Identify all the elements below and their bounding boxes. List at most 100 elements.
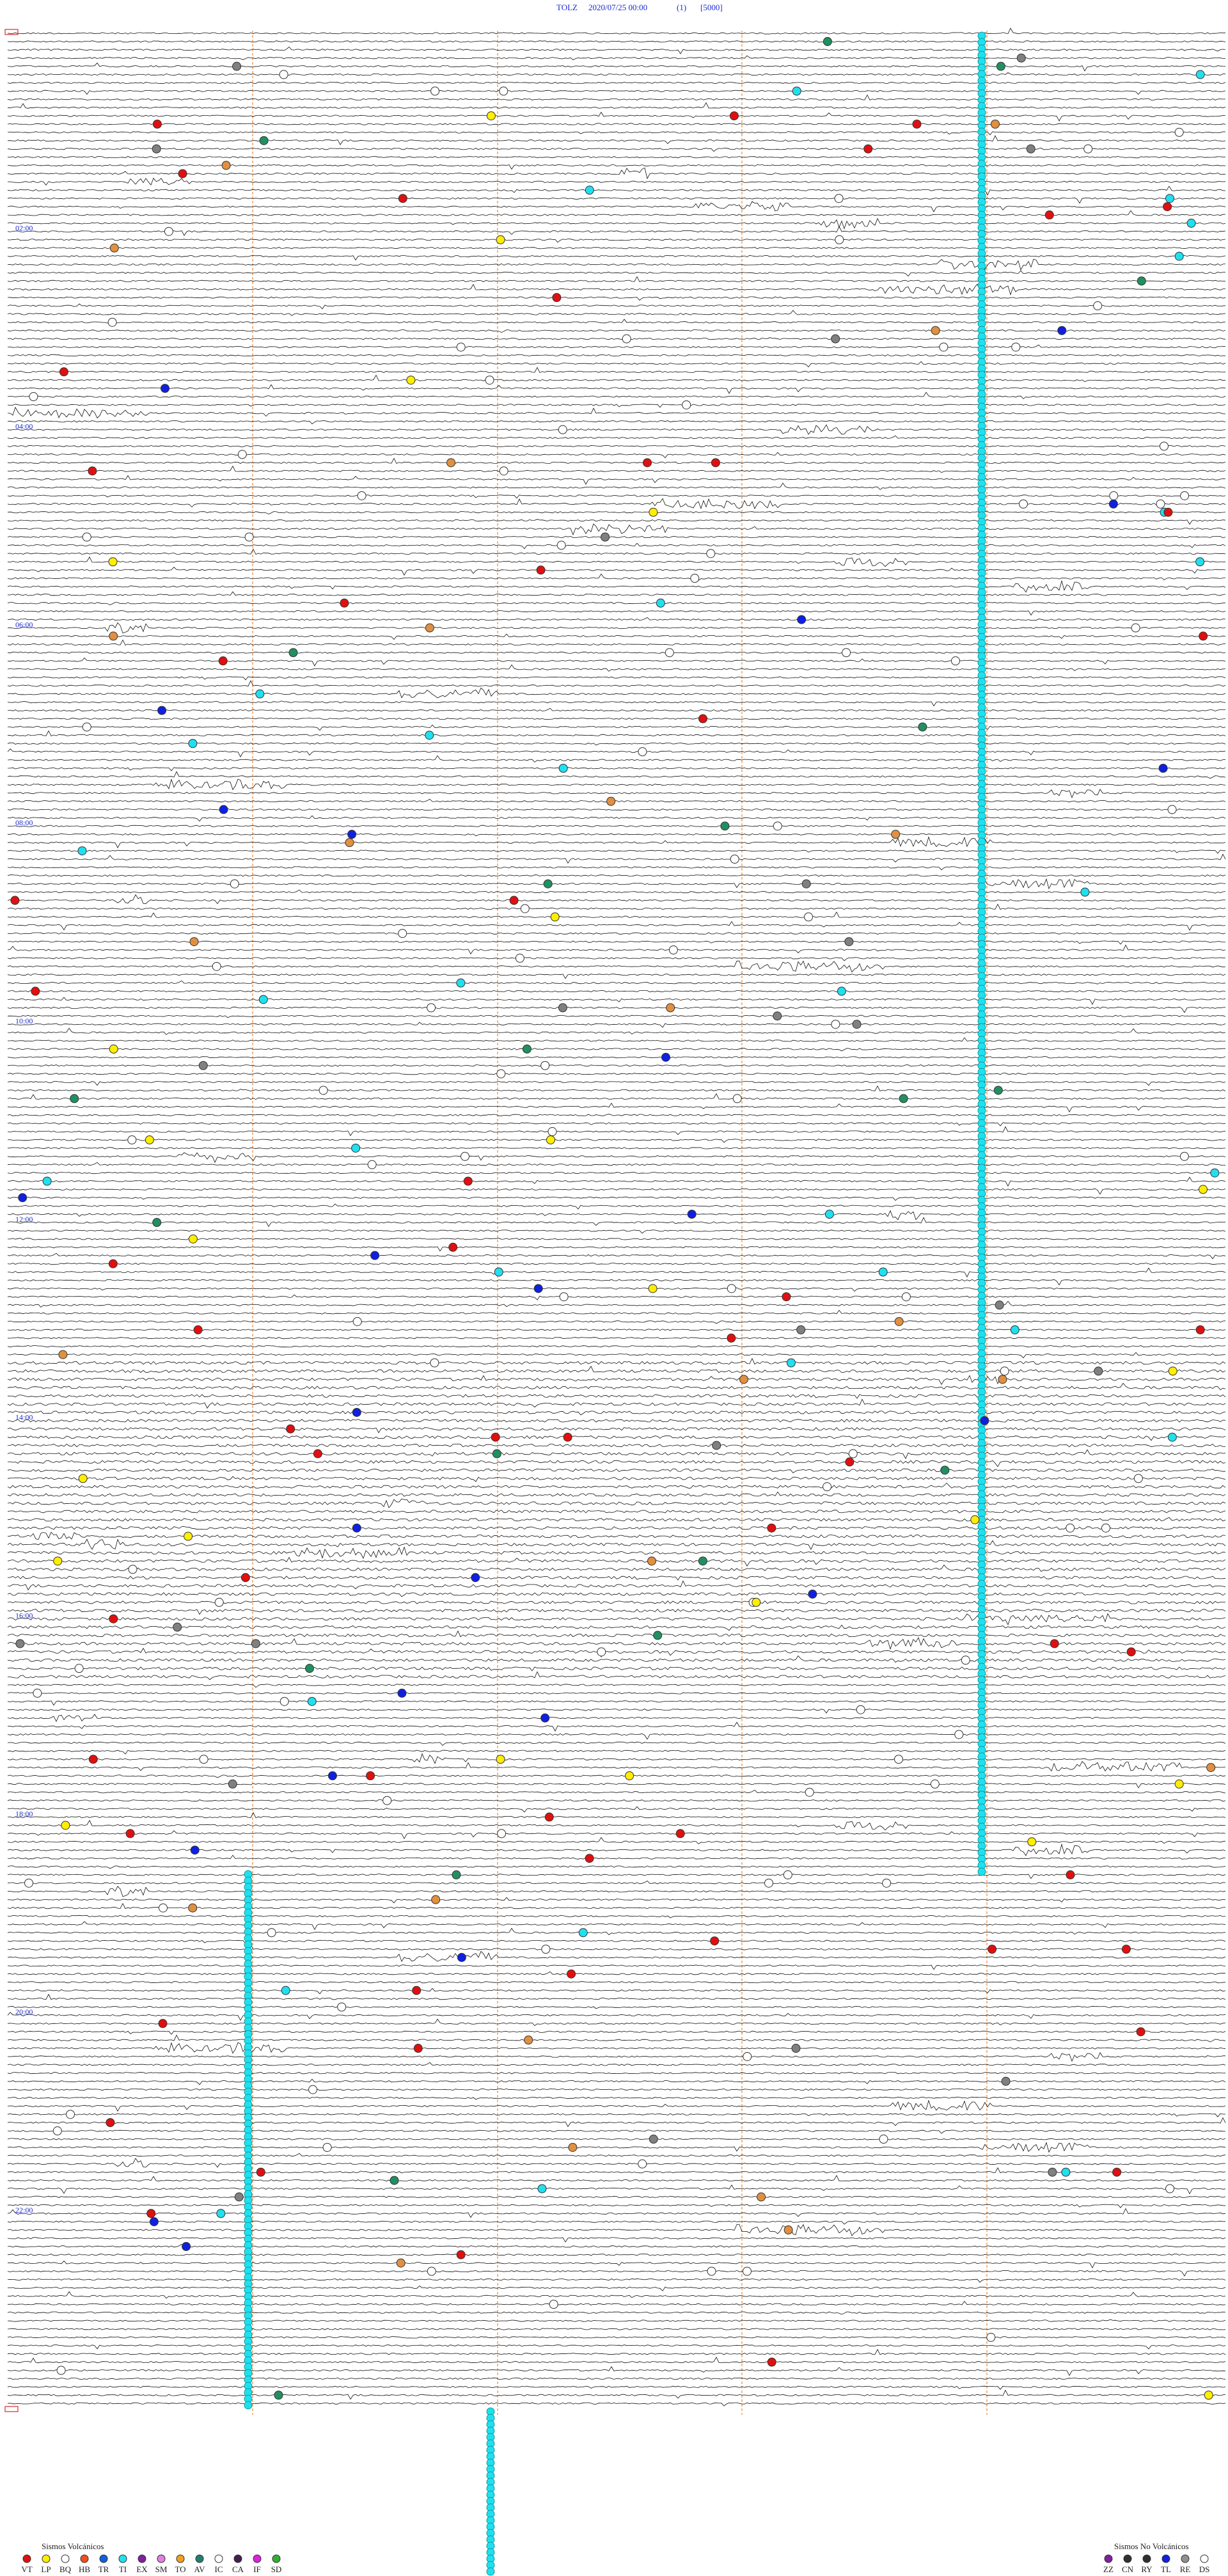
event [698,714,707,723]
trace [7,1048,1226,1052]
event [413,2044,423,2053]
hour-label: 16:00 [15,1611,33,1620]
trace [7,1927,1226,1936]
trace [7,878,1226,890]
event [108,557,118,567]
trace [7,2099,1226,2112]
event [125,1829,135,1838]
trace [7,1126,1226,1137]
trace [7,853,1226,864]
event [856,1705,865,1714]
legend-label: EX [136,2564,148,2574]
trace [7,1921,1226,1931]
event [288,648,298,658]
trace [7,1279,1226,1286]
event [31,986,40,996]
detection [486,2567,495,2576]
trace [7,1806,1226,1813]
trace [7,1491,1226,1497]
event [808,1589,817,1599]
legend-label: SD [271,2564,282,2574]
event [675,1829,685,1838]
event [108,1259,118,1268]
trace [7,2402,1226,2406]
event [1167,1432,1177,1442]
event [558,425,567,434]
legend-label: LP [41,2564,51,2574]
legend-title: Sismos No Volcánicos [1114,2541,1189,2551]
trace [7,1267,1226,1277]
event [842,648,851,658]
legend-label: RY [1141,2564,1153,2574]
event [1168,1366,1177,1376]
event-marks [10,31,1220,2576]
trace [7,1987,1226,1995]
event [625,1771,634,1781]
trace [7,1880,1226,1885]
event [1101,1523,1110,1533]
event [707,2266,716,2276]
trace [7,1476,1226,1482]
trace [7,1443,1226,1448]
trace [7,2072,1226,2074]
event [1026,144,1035,154]
trace [7,62,1226,72]
legend-marker [157,2554,166,2563]
trace [7,2113,1225,2117]
event [66,2110,75,2119]
trace [7,1196,1225,1201]
event [879,2135,888,2144]
event [109,1044,118,1054]
event [986,2332,996,2342]
trace [7,724,1226,731]
legend-marker [195,2554,204,2563]
event [106,2118,115,2128]
trace [7,651,1226,655]
event [1195,557,1205,567]
event [845,1457,854,1467]
legend-label: AV [194,2564,205,2574]
legend-label: TO [175,2564,185,2574]
trace [7,610,1226,616]
event [452,1870,461,1879]
trace [7,498,1226,510]
end-marker [4,2406,19,2412]
event [15,1639,25,1648]
trace [7,903,1226,910]
event [460,1151,469,1161]
trace [7,567,1226,576]
trace [7,580,1226,593]
event [258,995,268,1004]
event [313,1449,322,1458]
legend-marker [176,2554,185,2563]
trace [7,874,1226,877]
legend-label: TL [1161,2564,1171,2574]
event [109,1614,118,1624]
event [1001,2076,1011,2086]
event [58,1350,68,1359]
event [164,226,173,236]
event [863,144,873,154]
trace [7,2357,1226,2364]
event [563,1432,572,1442]
trace [7,997,1226,1005]
event [127,1135,137,1144]
trace [7,2328,1226,2330]
event [720,821,730,831]
trace [7,1375,1226,1385]
trace [7,1897,1226,1904]
trace [7,186,1226,196]
trace [7,1365,1226,1373]
trace [7,1837,1226,1845]
trace [7,1246,1226,1252]
event [783,1870,792,1879]
event [1121,1945,1131,1954]
event [732,1094,742,1103]
trace [7,1309,1226,1315]
legend-marker [272,2554,281,2563]
event [178,169,187,178]
event [193,1325,203,1334]
event [499,86,508,96]
trace [7,2349,1226,2355]
